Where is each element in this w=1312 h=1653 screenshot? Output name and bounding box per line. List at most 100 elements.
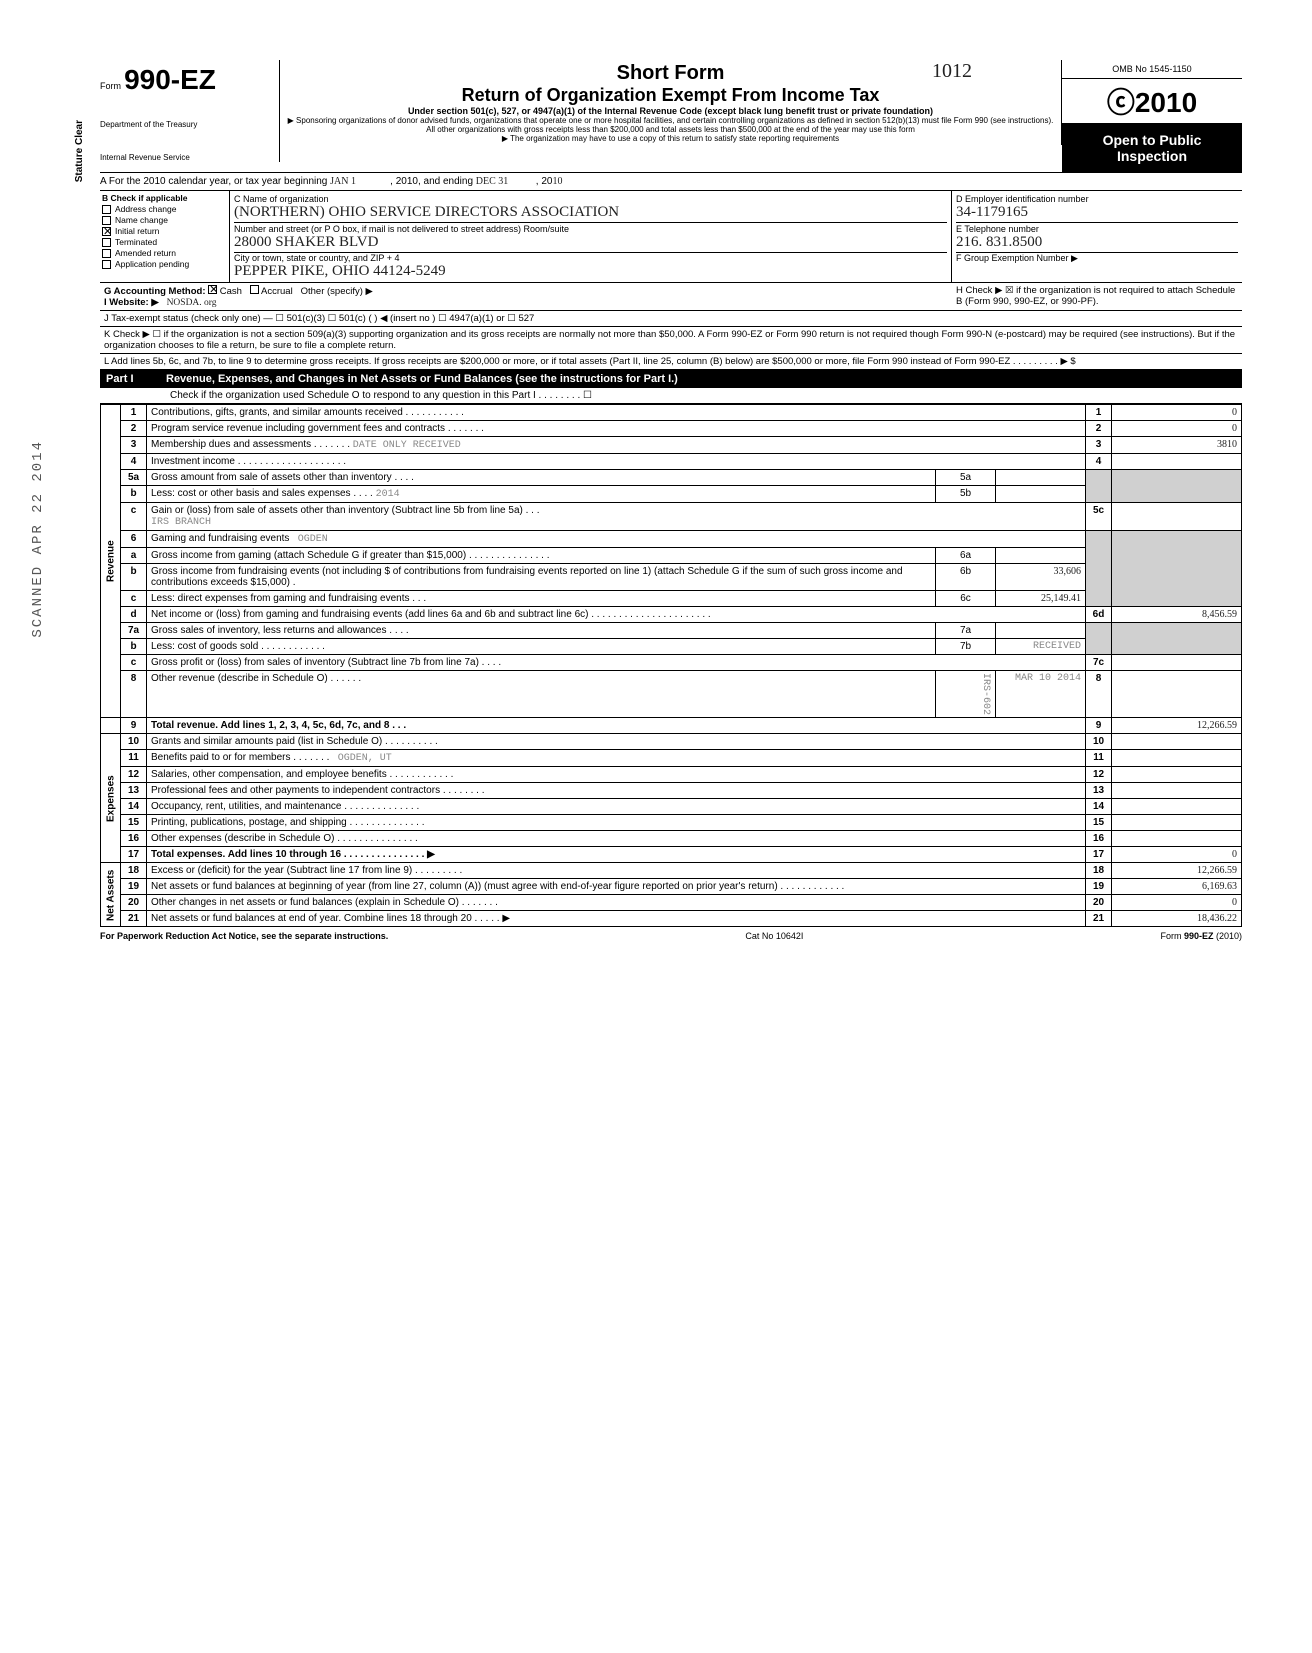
desc-7c: Gross profit or (loss) from sales of inv… bbox=[147, 655, 1086, 671]
desc-5c: Gain or (loss) from sale of assets other… bbox=[151, 505, 540, 516]
cb-address: Address change bbox=[102, 204, 227, 214]
amt-6d: 8,456.59 bbox=[1112, 607, 1242, 623]
box-7b: 7b bbox=[936, 639, 996, 655]
desc-5a: Gross amount from sale of assets other t… bbox=[147, 470, 936, 486]
accrual-label: Accrual bbox=[261, 286, 293, 297]
col-b-header: B Check if applicable bbox=[102, 193, 227, 203]
footer-mid: Cat No 10642I bbox=[745, 931, 803, 941]
main-title: Return of Organization Exempt From Incom… bbox=[284, 85, 1057, 106]
box-6c: 6c bbox=[936, 591, 996, 607]
scanned-stamp: SCANNED APR 22 2014 bbox=[30, 440, 46, 638]
desc-2: Program service revenue including govern… bbox=[147, 421, 1086, 437]
form-label: Form bbox=[100, 81, 121, 91]
i-label: I Website: ▶ bbox=[104, 297, 159, 308]
schedule-table: Revenue 1Contributions, gifts, grants, a… bbox=[100, 404, 1242, 927]
cb-label-2: Initial return bbox=[115, 226, 159, 236]
row-k: K Check ▶ ☐ if the organization is not a… bbox=[100, 327, 1242, 354]
amt-18: 12,266.59 bbox=[1112, 863, 1242, 879]
amt-4 bbox=[1112, 454, 1242, 470]
cb-accrual bbox=[250, 285, 259, 294]
cb-label-4: Amended return bbox=[115, 248, 176, 258]
desc-1: Contributions, gifts, grants, and simila… bbox=[147, 405, 1086, 421]
ein: 34-1179165 bbox=[956, 204, 1238, 221]
dept1: Department of the Treasury bbox=[100, 120, 273, 129]
c-org: C Name of organization (NORTHERN) OHIO S… bbox=[234, 193, 947, 223]
cb-cash bbox=[208, 285, 217, 294]
table-row: 16Other expenses (describe in Schedule O… bbox=[101, 831, 1242, 847]
table-row: cGain or (loss) from sale of assets othe… bbox=[101, 503, 1242, 531]
table-row: cGross profit or (loss) from sales of in… bbox=[101, 655, 1242, 671]
desc-6a: Gross income from gaming (attach Schedul… bbox=[147, 548, 936, 564]
cb-name: Name change bbox=[102, 215, 227, 225]
row-l: L Add lines 5b, 6c, and 7b, to line 9 to… bbox=[100, 354, 1242, 370]
omb: OMB No 1545-1150 bbox=[1062, 60, 1242, 79]
side-revenue: Revenue bbox=[101, 405, 121, 718]
table-row: 9Total revenue. Add lines 1, 2, 3, 4, 5c… bbox=[101, 718, 1242, 734]
table-row: 3Membership dues and assessments . . . .… bbox=[101, 437, 1242, 454]
table-row: 21Net assets or fund balances at end of … bbox=[101, 911, 1242, 927]
amt-8 bbox=[1112, 671, 1242, 718]
desc-8: Other revenue (describe in Schedule O) .… bbox=[151, 673, 361, 684]
amt-7c bbox=[1112, 655, 1242, 671]
table-row: 15Printing, publications, postage, and s… bbox=[101, 815, 1242, 831]
box-6b: 6b bbox=[936, 564, 996, 591]
amt-3: 3810 bbox=[1112, 437, 1242, 454]
stamp-recv: DATE ONLY RECEIVED bbox=[353, 440, 461, 451]
val-7a bbox=[996, 623, 1086, 639]
e-line: E Telephone number 216. 831.8500 bbox=[956, 223, 1238, 253]
amt-20: 0 bbox=[1112, 895, 1242, 911]
stamp-irs: IRS BRANCH bbox=[151, 517, 211, 528]
amt-9: 12,266.59 bbox=[1112, 718, 1242, 734]
col-b: B Check if applicable Address change Nam… bbox=[100, 191, 230, 282]
desc-6b: Gross income from fundraising events (no… bbox=[147, 564, 936, 591]
desc-20: Other changes in net assets or fund bala… bbox=[147, 895, 1086, 911]
note1: ▶ Sponsoring organizations of donor advi… bbox=[284, 116, 1057, 134]
dept2: Internal Revenue Service bbox=[100, 153, 273, 162]
desc-6c: Less: direct expenses from gaming and fu… bbox=[147, 591, 936, 607]
side-netassets: Net Assets bbox=[101, 863, 121, 927]
table-row: 11Benefits paid to or for members . . . … bbox=[101, 750, 1242, 767]
f-line: F Group Exemption Number ▶ bbox=[956, 253, 1238, 264]
desc-18: Excess or (deficit) for the year (Subtra… bbox=[147, 863, 1086, 879]
amt-19: 6,169.63 bbox=[1112, 879, 1242, 895]
open-public: Open to Public Inspection bbox=[1062, 124, 1242, 172]
row-a-endyear: 10 bbox=[552, 176, 562, 187]
table-row: 17Total expenses. Add lines 10 through 1… bbox=[101, 847, 1242, 863]
amt-11 bbox=[1112, 750, 1242, 767]
stamp-2014: 2014 bbox=[376, 489, 400, 500]
desc-3: Membership dues and assessments . . . . … bbox=[151, 439, 350, 450]
desc-7b: Less: cost of goods sold . . . . . . . .… bbox=[147, 639, 936, 655]
table-row: 13Professional fees and other payments t… bbox=[101, 783, 1242, 799]
cb-pending: Application pending bbox=[102, 259, 227, 269]
row-gh-left: G Accounting Method: Cash Accrual Other … bbox=[100, 283, 952, 310]
desc-17: Total expenses. Add lines 10 through 16 … bbox=[151, 849, 435, 860]
row-a-text1: A For the 2010 calendar year, or tax yea… bbox=[100, 176, 327, 187]
amt-13 bbox=[1112, 783, 1242, 799]
amt-17: 0 bbox=[1112, 847, 1242, 863]
cash-label: Cash bbox=[220, 286, 242, 297]
desc-5b: Less: cost or other basis and sales expe… bbox=[151, 488, 373, 499]
desc-11: Benefits paid to or for members . . . . … bbox=[151, 752, 329, 763]
stamp-ogden2: OGDEN, UT bbox=[338, 753, 392, 764]
row-a-text3: , 20 bbox=[536, 176, 553, 187]
row-gh-right: H Check ▶ ☒ if the organization is not r… bbox=[952, 283, 1242, 310]
addr-label: Number and street (or P O box, if mail i… bbox=[234, 224, 947, 234]
year: ⓒ2010 bbox=[1062, 79, 1242, 124]
e-label: E Telephone number bbox=[956, 224, 1238, 234]
val-6a bbox=[996, 548, 1086, 564]
addr: 28000 SHAKER BLVD bbox=[234, 234, 947, 251]
desc-19: Net assets or fund balances at beginning… bbox=[147, 879, 1086, 895]
footer: For Paperwork Reduction Act Notice, see … bbox=[100, 927, 1242, 941]
margin-label: Stature Clear bbox=[74, 120, 85, 182]
desc-16: Other expenses (describe in Schedule O) … bbox=[147, 831, 1086, 847]
form-number: 990-EZ bbox=[124, 64, 216, 95]
year-digits: 2010 bbox=[1135, 87, 1197, 118]
form-header: Form 990-EZ Department of the Treasury I… bbox=[100, 60, 1242, 173]
desc-7a: Gross sales of inventory, less returns a… bbox=[147, 623, 936, 639]
desc-6d: Net income or (loss) from gaming and fun… bbox=[147, 607, 1086, 623]
table-row: Revenue 1Contributions, gifts, grants, a… bbox=[101, 405, 1242, 421]
desc-15: Printing, publications, postage, and shi… bbox=[147, 815, 1086, 831]
part-title-text: Revenue, Expenses, and Changes in Net As… bbox=[166, 373, 678, 385]
row-gh: G Accounting Method: Cash Accrual Other … bbox=[100, 283, 1242, 311]
amt-2: 0 bbox=[1112, 421, 1242, 437]
